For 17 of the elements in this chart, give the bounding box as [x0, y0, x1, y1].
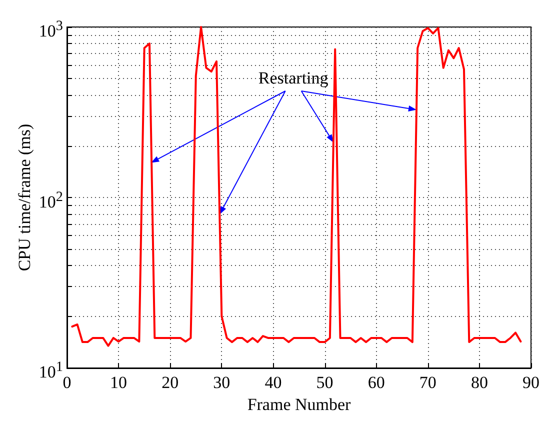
- x-tick-label: 90: [522, 373, 540, 392]
- annotation: Restarting: [258, 68, 329, 88]
- x-tick-label: 80: [470, 373, 488, 392]
- x-tick-label: 40: [264, 373, 282, 392]
- x-tick-label: 60: [368, 373, 385, 392]
- y-axis-title: CPU time/frame (ms): [15, 124, 34, 272]
- x-tick-label: 30: [213, 373, 230, 392]
- x-tick-label: 70: [419, 373, 436, 392]
- x-tick-label: 50: [316, 373, 334, 392]
- x-tick-label: 20: [162, 373, 179, 392]
- x-axis-title: Frame Number: [247, 395, 352, 414]
- line-series: [71, 26, 522, 347]
- x-tick-label: 10: [110, 373, 128, 392]
- y-tick-label: 10$^{2}$: [38, 188, 63, 212]
- x-tick-label: 0: [62, 373, 72, 392]
- y-tick-label: 10$^{1}$: [38, 358, 63, 383]
- y-tick-label: 10$^{3}$: [38, 17, 63, 42]
